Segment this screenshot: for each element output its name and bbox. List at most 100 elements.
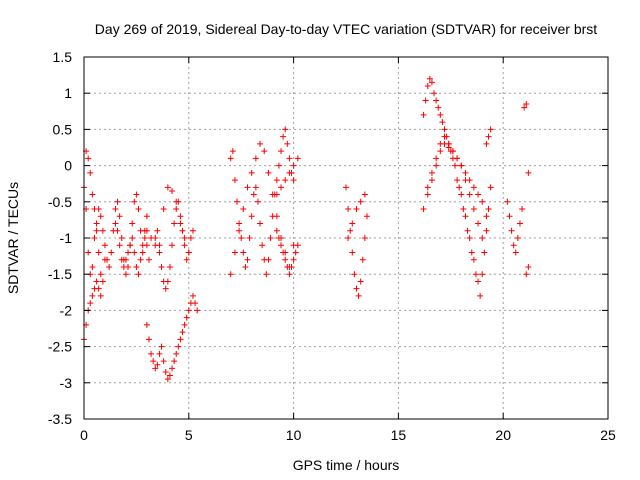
data-point: [481, 249, 488, 256]
data-point: [261, 148, 268, 155]
data-point: [87, 169, 94, 176]
data-point: [181, 242, 188, 249]
data-point: [424, 184, 431, 191]
data-point: [131, 198, 138, 205]
data-point: [516, 220, 523, 227]
data-point: [282, 177, 289, 184]
data-point: [179, 329, 186, 336]
data-point: [143, 242, 150, 249]
data-point: [433, 97, 440, 104]
data-point: [99, 278, 106, 285]
data-point: [345, 206, 352, 213]
data-point: [240, 206, 247, 213]
data-point: [250, 191, 257, 198]
data-point: [282, 126, 289, 133]
data-point: [523, 271, 530, 278]
data-point: [273, 213, 280, 220]
x-tick-label: 15: [391, 427, 407, 443]
data-point: [181, 321, 188, 328]
data-point: [164, 278, 171, 285]
data-point: [454, 177, 461, 184]
data-point: [244, 256, 251, 263]
data-point: [361, 235, 368, 241]
data-point: [89, 191, 96, 198]
data-point: [93, 278, 100, 285]
data-point: [150, 358, 157, 365]
data-point: [357, 278, 364, 285]
y-tick-label: -0.5: [48, 194, 72, 210]
data-point: [122, 271, 129, 278]
data-point: [227, 155, 234, 162]
data-point: [99, 227, 106, 234]
data-point: [470, 206, 477, 213]
data-point: [462, 169, 469, 176]
data-point: [185, 249, 192, 256]
data-point: [133, 263, 140, 270]
x-tick-labels: 0 5 10 15 20 25: [80, 427, 616, 443]
data-point: [265, 169, 272, 176]
data-point: [278, 242, 285, 249]
data-point: [420, 206, 427, 213]
y-tick-label: 0.5: [53, 121, 73, 137]
data-point: [458, 191, 465, 198]
data-point: [294, 242, 301, 249]
data-point: [234, 198, 241, 205]
data-point: [89, 292, 96, 299]
data-point: [93, 227, 100, 234]
data-point: [475, 220, 482, 227]
axis-ticks: [83, 56, 609, 420]
data-point: [173, 206, 180, 213]
data-point: [189, 227, 196, 234]
data-point: [487, 126, 494, 133]
data-point: [185, 307, 192, 314]
data-point: [97, 292, 104, 299]
data-point: [171, 358, 178, 365]
data-point: [114, 227, 121, 234]
data-point: [187, 235, 194, 241]
y-tick-label: -2.5: [48, 339, 72, 355]
data-point: [477, 292, 484, 299]
data-point: [93, 220, 100, 227]
data-point: [273, 191, 280, 198]
data-point: [428, 169, 435, 176]
data-point: [87, 300, 94, 307]
data-point: [173, 350, 180, 357]
data-point: [359, 256, 366, 263]
data-point: [275, 235, 282, 241]
data-point: [135, 206, 142, 213]
data-point: [437, 111, 444, 118]
data-point: [169, 242, 176, 249]
data-point: [263, 271, 270, 278]
data-point: [483, 140, 490, 147]
data-point: [363, 213, 370, 220]
data-point: [433, 155, 440, 162]
data-point: [118, 235, 125, 241]
data-point: [282, 256, 289, 263]
data-point: [294, 155, 301, 162]
data-point: [148, 235, 155, 241]
chart-title: Day 269 of 2019, Sidereal Day-to-day VTE…: [95, 21, 597, 37]
data-point: [523, 101, 530, 108]
data-point: [508, 227, 515, 234]
data-point: [433, 162, 440, 169]
y-tick-label: 0: [64, 158, 72, 174]
data-point: [460, 206, 467, 213]
data-point: [175, 343, 182, 350]
data-point: [194, 307, 201, 314]
data-point: [353, 285, 360, 292]
data-point: [479, 198, 486, 205]
data-point: [437, 148, 444, 155]
data-point: [278, 184, 285, 191]
y-tick-label: -1.5: [48, 266, 72, 282]
data-point: [171, 220, 178, 227]
data-point: [227, 271, 234, 278]
data-point: [458, 162, 465, 169]
data-point: [231, 177, 238, 184]
data-point: [129, 235, 136, 241]
data-point: [125, 249, 132, 256]
data-point: [290, 256, 297, 263]
data-point: [426, 75, 433, 82]
data-point: [280, 133, 287, 140]
x-axis-label: GPS time / hours: [293, 457, 400, 473]
data-point: [137, 256, 144, 263]
